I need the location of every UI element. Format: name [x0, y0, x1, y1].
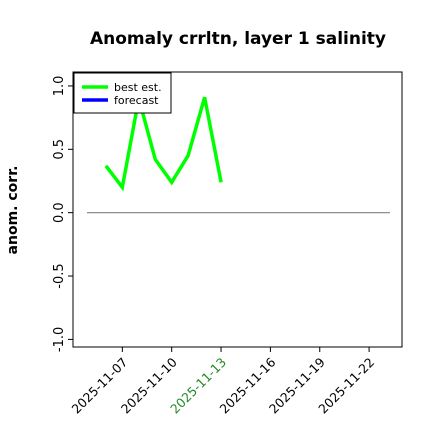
chart-title: Anomaly crrltn, layer 1 salinity: [90, 29, 386, 49]
plot-frame: [72, 71, 403, 348]
legend-box: [73, 72, 172, 114]
y-tick-label: -0.5: [52, 263, 67, 288]
y-tick-label: 0.0: [52, 202, 67, 223]
legend-label: best est.: [114, 81, 162, 94]
y-axis-label: anom. corr.: [5, 166, 21, 255]
legend: best est.forecast: [73, 72, 172, 114]
y-tick-label: 1.0: [52, 76, 67, 97]
legend-label: forecast: [114, 94, 159, 107]
y-tick-label: -1.0: [52, 327, 67, 352]
data-line: [104, 96, 223, 192]
y-tick-label: 0.5: [52, 139, 67, 160]
